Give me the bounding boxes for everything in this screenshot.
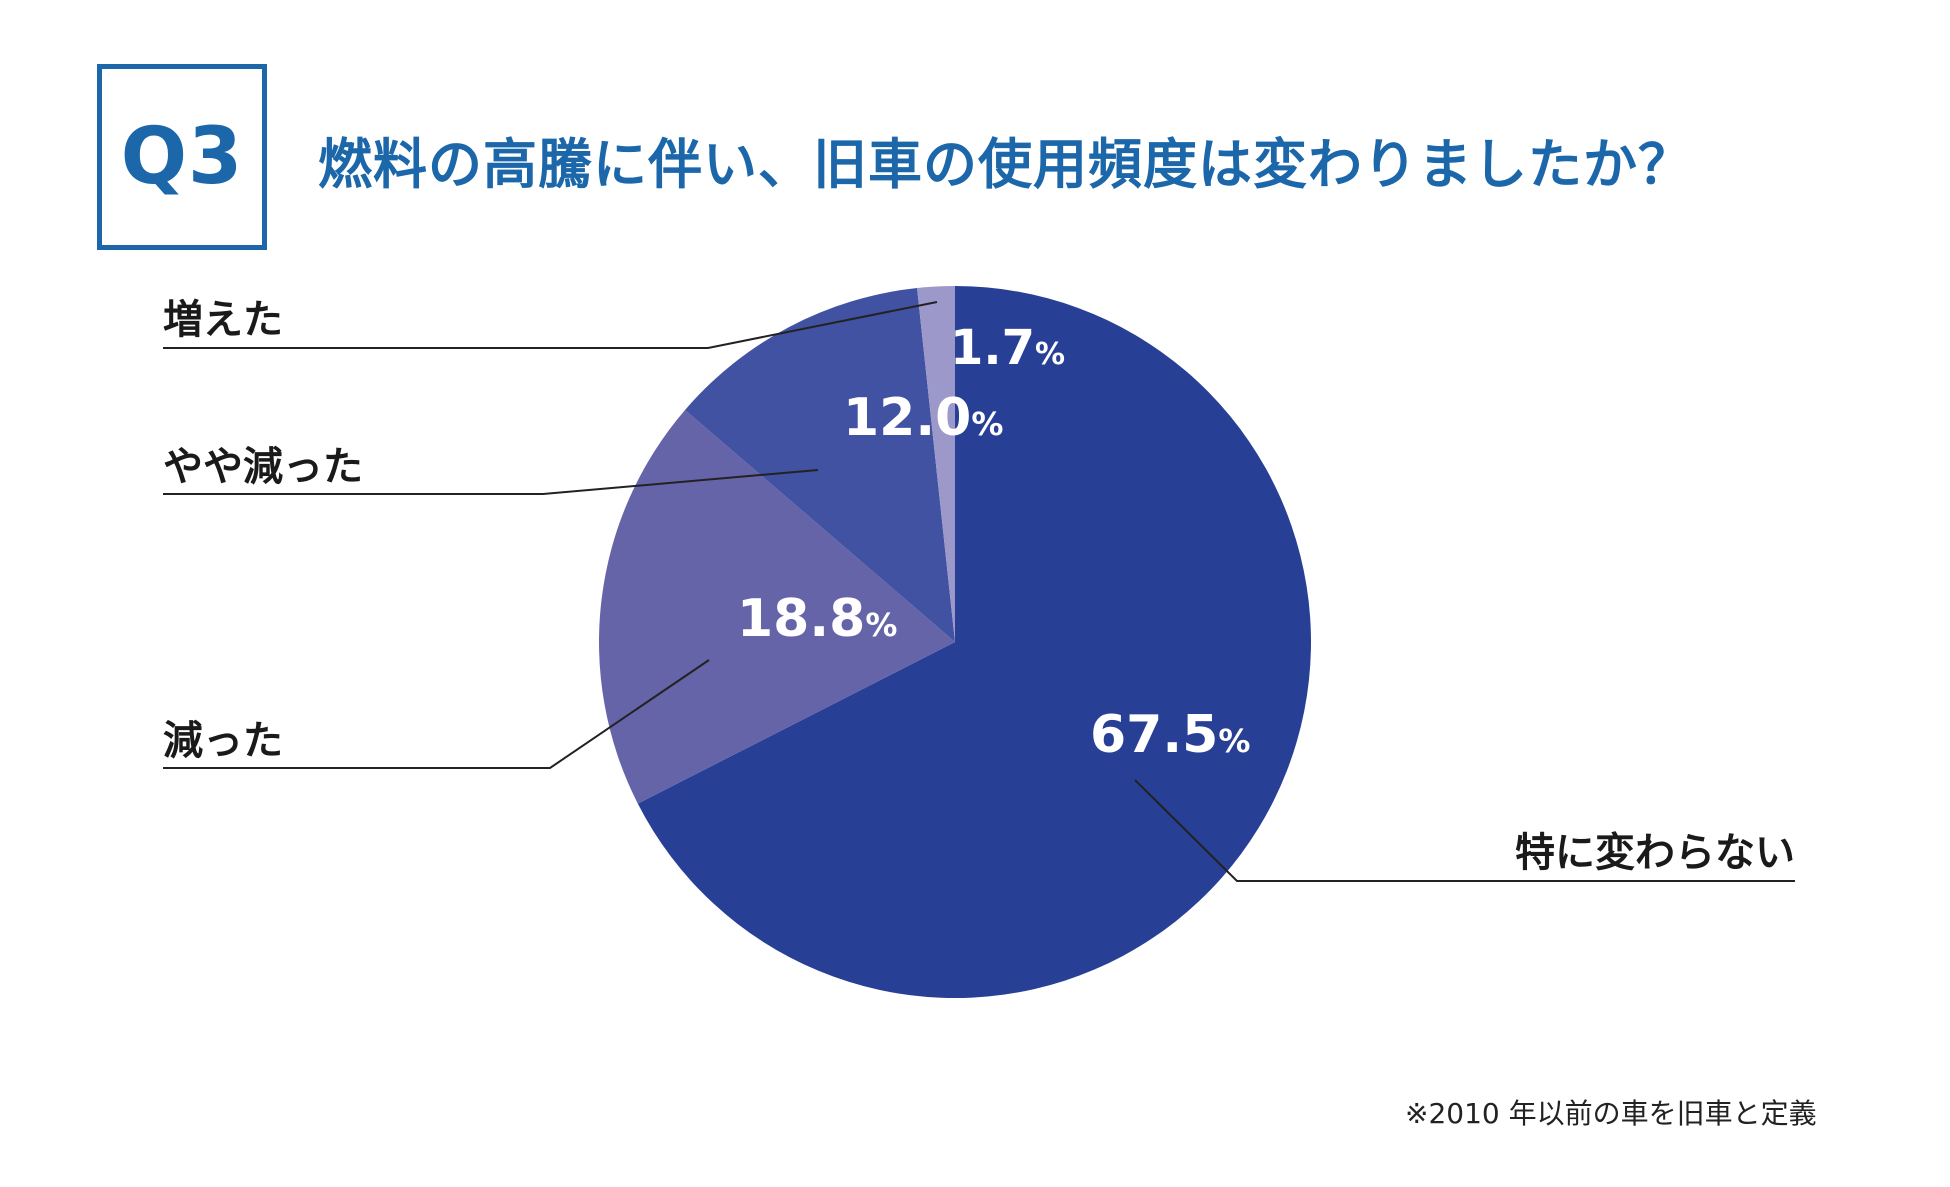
leader-line-slightly-decreased — [163, 469, 819, 495]
leader-lines — [163, 301, 1795, 882]
category-label-decreased: 減った — [163, 718, 283, 764]
question-number: Q3 — [120, 112, 244, 202]
value-unit-unchanged: % — [1218, 722, 1250, 760]
value-labels: 67.5%18.8%12.0%1.7% — [737, 320, 1250, 765]
category-label-unchanged: 特に変わらない — [1515, 830, 1795, 876]
value-unit-increased: % — [1035, 337, 1065, 372]
value-number-slightly-decreased: 12.0 — [843, 388, 971, 448]
value-label-slightly-decreased: 12.0% — [843, 388, 1003, 448]
chart-title: 燃料の高騰に伴い、旧車の使用頻度は変わりましたか？ — [318, 133, 1693, 196]
pie-slices — [598, 286, 1311, 998]
leader-line-decreased — [163, 659, 710, 769]
leader-line-increased — [163, 301, 938, 349]
pie-slice-decreased — [598, 409, 955, 804]
pie-slice-slightly-decreased — [685, 288, 955, 642]
value-number-unchanged: 67.5 — [1090, 705, 1218, 765]
value-unit-slightly-decreased: % — [971, 405, 1003, 443]
leader-line-unchanged — [1134, 779, 1795, 882]
value-label-increased: 1.7% — [950, 320, 1065, 376]
value-label-unchanged: 67.5% — [1090, 705, 1250, 765]
value-unit-decreased: % — [865, 606, 897, 644]
question-number-box: Q3 — [97, 64, 267, 250]
value-number-decreased: 18.8 — [737, 589, 865, 649]
category-label-increased: 増えた — [163, 297, 283, 343]
category-labels: 特に変わらない 減った やや減った 増えた — [163, 297, 1795, 876]
pie-slice-unchanged — [637, 286, 1311, 998]
category-label-slightly-decreased: やや減った — [163, 444, 363, 490]
footnote: ※2010 年以前の車を旧車と定義 — [1405, 1097, 1817, 1130]
value-label-decreased: 18.8% — [737, 589, 897, 649]
pie-slice-increased — [917, 286, 955, 642]
value-number-increased: 1.7 — [950, 320, 1035, 376]
